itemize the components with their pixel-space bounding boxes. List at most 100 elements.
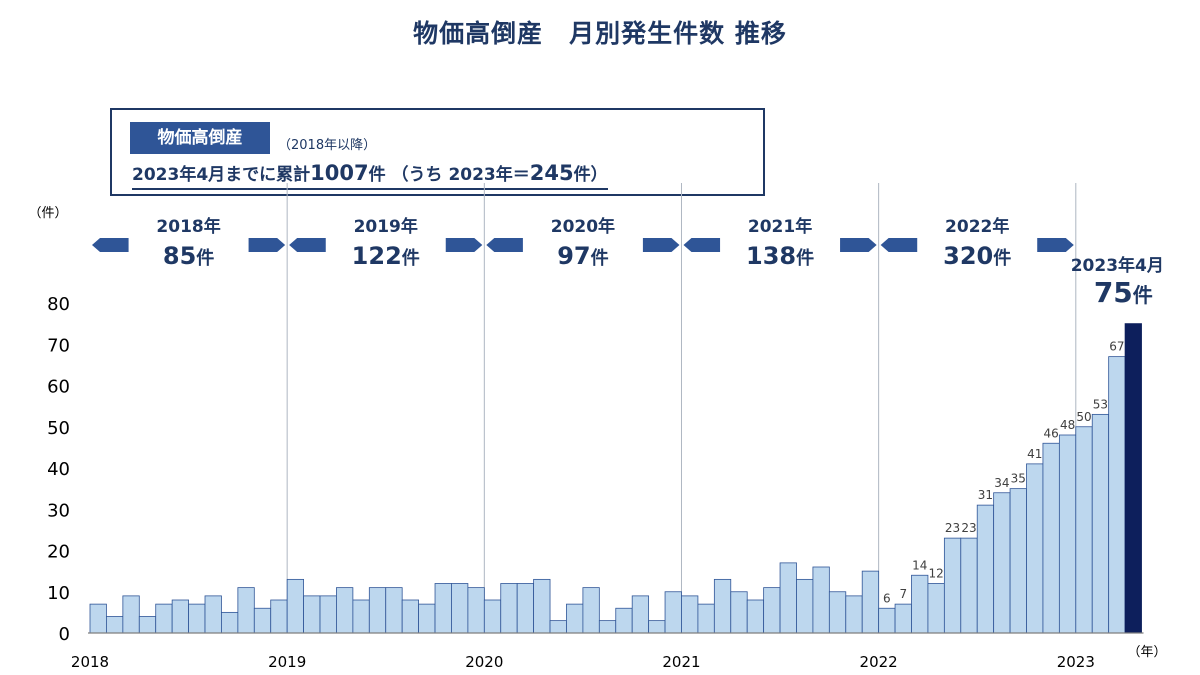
arrow-right — [248, 238, 286, 252]
bar — [598, 620, 617, 634]
summary-total: 2023年4月までに累計1007件 （うち 2023年＝245件） — [132, 160, 608, 190]
bar-value-label: 46 — [1044, 426, 1059, 440]
bar-value-label: 31 — [978, 488, 993, 502]
bar — [796, 578, 814, 634]
annual-year-label: 2022年 — [945, 216, 1009, 237]
summary-text-a: 2023年4月までに累計 — [132, 165, 311, 185]
bar — [171, 599, 189, 634]
bar — [253, 607, 272, 634]
bar — [878, 607, 896, 634]
bar — [549, 620, 567, 634]
bar — [664, 591, 682, 634]
bar — [1042, 442, 1060, 634]
bar — [828, 591, 847, 634]
bar-value-label: 34 — [994, 476, 1009, 490]
arrow-left — [92, 238, 129, 252]
bar — [434, 583, 452, 634]
latest-count-label: 75件 — [1094, 276, 1153, 309]
x-year-label: 2022 — [860, 653, 898, 671]
bar — [812, 566, 830, 634]
bar — [89, 603, 107, 634]
bar — [697, 603, 715, 634]
bar — [713, 578, 732, 634]
bar-value-label: 6 — [883, 591, 891, 605]
bar — [500, 583, 518, 634]
bar — [188, 603, 206, 634]
bar — [533, 578, 551, 634]
y-tick-label: 50 — [47, 418, 70, 439]
annual-count-label: 138件 — [746, 242, 814, 270]
bar — [221, 611, 239, 634]
y-tick-label: 40 — [47, 459, 70, 480]
bar — [1026, 463, 1044, 634]
bar — [845, 595, 863, 634]
bar-value-label: 48 — [1060, 418, 1075, 432]
bar — [1009, 488, 1027, 634]
bar — [385, 587, 403, 634]
annual-count-label: 85件 — [163, 242, 214, 270]
bar — [746, 599, 765, 634]
y-tick-label: 60 — [47, 377, 70, 398]
bar — [401, 599, 420, 634]
summary-text-e: 件） — [573, 165, 608, 185]
annual-year-label: 2019年 — [354, 216, 418, 237]
y-tick-label: 0 — [59, 624, 70, 645]
bar — [615, 607, 633, 634]
bar — [122, 595, 140, 634]
latest-month-label: 2023年4月 — [1071, 255, 1164, 276]
x-year-label: 2019 — [268, 653, 306, 671]
bar — [582, 587, 600, 634]
bar — [516, 583, 535, 634]
bar-value-label: 35 — [1011, 472, 1026, 486]
bar — [763, 587, 781, 634]
x-unit-label: （年） — [1127, 645, 1166, 660]
bar-value-label: 50 — [1076, 410, 1091, 424]
bar — [237, 587, 255, 634]
bar — [106, 616, 124, 634]
bar — [1108, 356, 1126, 634]
arrow-left — [289, 238, 326, 252]
bar — [943, 537, 962, 634]
x-year-label: 2021 — [662, 653, 700, 671]
annual-count-label: 97件 — [557, 242, 608, 270]
summary-box: 物価高倒産 （2018年以降） 2023年4月までに累計1007件 （うち 20… — [110, 108, 765, 196]
annual-count-label: 122件 — [352, 242, 420, 270]
bar — [155, 603, 173, 634]
arrow-left — [683, 238, 721, 252]
bar — [1091, 413, 1110, 634]
bar-value-label: 14 — [912, 558, 927, 572]
chart-title: 物価高倒産 月別発生件数 推移 — [413, 19, 787, 48]
bar-value-label: 7 — [899, 587, 907, 601]
bar-value-label: 41 — [1027, 447, 1042, 461]
bar-value-label: 12 — [929, 567, 944, 581]
bar — [319, 595, 337, 634]
bar — [976, 504, 995, 634]
summary-2023-count: 245 — [529, 161, 574, 185]
bar — [483, 599, 502, 634]
summary-tag: 物価高倒産 — [130, 122, 270, 154]
bar — [303, 595, 321, 634]
bar-value-label: 23 — [961, 521, 976, 535]
bar — [286, 578, 304, 634]
x-year-label: 2023 — [1057, 653, 1095, 671]
annual-year-label: 2021年 — [748, 216, 812, 237]
bar — [927, 583, 945, 634]
x-year-label: 2018 — [71, 653, 109, 671]
summary-note: （2018年以降） — [278, 138, 377, 153]
bar-value-label: 67 — [1109, 340, 1124, 354]
arrow-right — [840, 238, 877, 252]
bar — [730, 591, 748, 634]
arrow-left — [880, 238, 918, 252]
arrow-right — [1037, 238, 1074, 252]
bar — [911, 574, 929, 634]
bar — [648, 620, 666, 634]
bar — [418, 603, 436, 634]
y-tick-label: 70 — [47, 335, 70, 356]
y-tick-label: 20 — [47, 542, 70, 563]
bar — [138, 616, 157, 634]
bar-value-label: 23 — [945, 521, 960, 535]
bar — [270, 599, 288, 634]
annual-year-label: 2020年 — [551, 216, 615, 237]
y-tick-label: 30 — [47, 500, 70, 521]
